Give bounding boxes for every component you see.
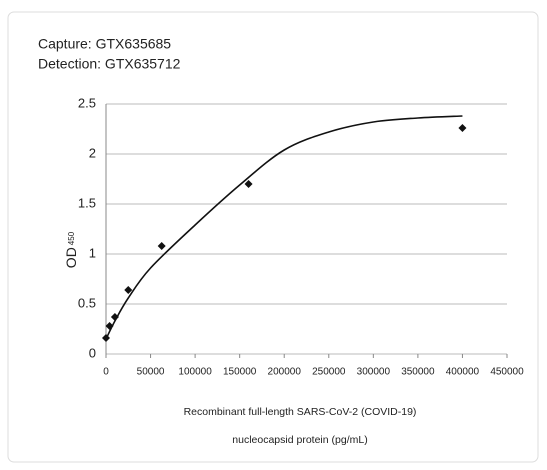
title-line: Detection: GTX635712 bbox=[38, 56, 181, 72]
data-point bbox=[458, 124, 467, 132]
y-tick-label: 0 bbox=[89, 345, 96, 360]
data-point bbox=[157, 242, 166, 250]
data-point bbox=[110, 313, 119, 321]
y-axis-label: OD 450 bbox=[63, 231, 79, 268]
x-tick-label: 300000 bbox=[357, 367, 391, 378]
data-point bbox=[124, 286, 133, 294]
x-tick-label: 250000 bbox=[312, 367, 346, 378]
y-label-main: OD bbox=[63, 247, 79, 268]
x-tick-label: 200000 bbox=[268, 367, 302, 378]
y-tick-label: 2 bbox=[89, 145, 96, 160]
x-tick-label: 150000 bbox=[223, 367, 257, 378]
x-tick-label: 100000 bbox=[178, 367, 212, 378]
y-tick-label: 0.5 bbox=[78, 295, 96, 310]
y-tick-label: 1 bbox=[89, 245, 96, 260]
y-tick-label: 1.5 bbox=[78, 195, 96, 210]
x-axis-label: nucleocapsid protein (pg/mL) bbox=[232, 434, 367, 446]
y-label-sub: 450 bbox=[67, 231, 76, 245]
x-tick-label: 400000 bbox=[446, 367, 480, 378]
data-point bbox=[244, 180, 253, 188]
fit-curve bbox=[105, 115, 463, 340]
x-tick-label: 450000 bbox=[490, 367, 524, 378]
x-axis-label: Recombinant full-length SARS-CoV-2 (COVI… bbox=[184, 406, 417, 418]
x-tick-label: 0 bbox=[103, 367, 109, 378]
y-tick-label: 2.5 bbox=[78, 95, 96, 110]
x-tick-label: 50000 bbox=[137, 367, 165, 378]
title-line: Capture: GTX635685 bbox=[38, 36, 171, 52]
chart-frame bbox=[7, 11, 539, 463]
x-tick-label: 350000 bbox=[401, 367, 435, 378]
